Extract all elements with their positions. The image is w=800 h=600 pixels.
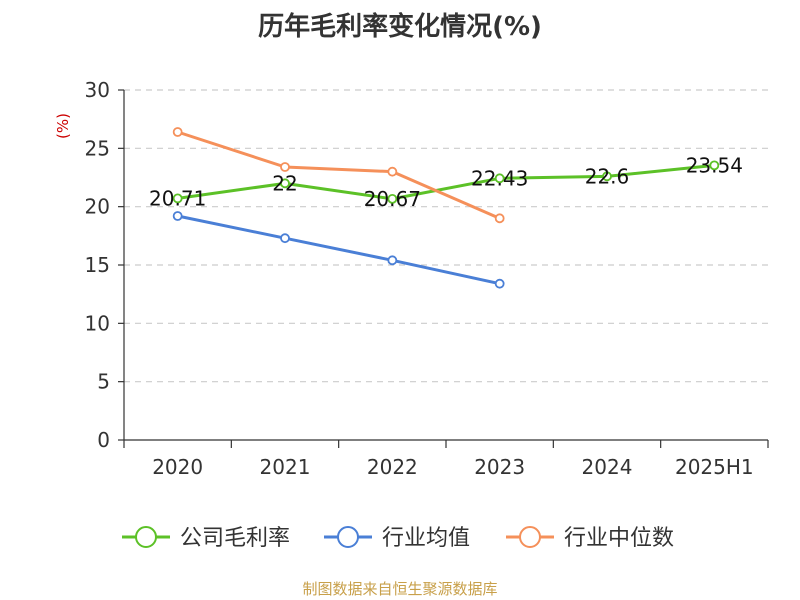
series-1: [172, 211, 505, 289]
data-labels: 20.71 22 20.67 22.43 22.6 23.54: [149, 153, 743, 210]
data-point: [172, 193, 183, 204]
y-tick-label: 0: [97, 428, 110, 452]
x-tick-label-2023: 2023: [474, 455, 525, 479]
data-point: [709, 160, 720, 171]
data-label: 22.43: [471, 166, 528, 190]
data-label: 20.71: [149, 186, 206, 210]
data-label: 22: [272, 171, 297, 195]
series-line-0: [177, 163, 715, 201]
data-point: [494, 278, 505, 289]
data-label: 22.6: [585, 164, 630, 188]
legend-item-0: 公司毛利率: [122, 526, 290, 551]
y-axis-ticks: 0 5 10 15 20 25 30: [85, 78, 124, 452]
chart-title: 历年毛利率变化情况(%): [258, 12, 542, 42]
series-line-1: [177, 214, 500, 286]
data-point: [494, 213, 505, 224]
data-point: [494, 173, 505, 184]
legend-marker: [337, 526, 359, 548]
data-point: [387, 255, 398, 266]
series-0: [172, 160, 720, 204]
y-tick-label: 30: [85, 78, 110, 102]
data-point: [387, 166, 398, 177]
data-point: [280, 162, 290, 172]
legend-marker: [519, 526, 541, 548]
grid-lines: [124, 89, 768, 383]
legend-item-2: 行业中位数: [506, 526, 674, 551]
y-tick-label: 15: [85, 253, 110, 277]
data-point: [280, 178, 290, 189]
y-tick-label: 25: [85, 136, 110, 160]
x-tick-label-2021: 2021: [260, 455, 311, 479]
footer-source: 制图数据来自恒生聚源数据库: [302, 580, 498, 598]
data-point: [280, 233, 290, 244]
data-point: [172, 211, 183, 221]
x-axis-ticks: 2020 2021 2022 2023 2024 2025H1: [123, 440, 769, 479]
data-label: 20.67: [364, 187, 421, 211]
series-layer: [172, 127, 720, 289]
legend: 公司毛利率 行业均值 行业中位数: [122, 526, 674, 551]
data-point: [602, 171, 612, 182]
x-tick-label-2022: 2022: [367, 455, 418, 479]
series-2: [172, 127, 505, 224]
y-tick-label: 20: [85, 195, 110, 219]
legend-marker: [135, 526, 157, 548]
legend-label: 公司毛利率: [180, 526, 290, 551]
data-point: [172, 127, 183, 137]
y-tick-label: 10: [85, 311, 110, 335]
series-line-2: [177, 130, 501, 220]
data-point: [387, 193, 398, 204]
legend-item-1: 行业均值: [324, 526, 470, 551]
y-axis-unit-label: (%): [54, 113, 72, 139]
y-tick-label: 5: [97, 370, 110, 394]
data-label: 23.54: [686, 153, 743, 177]
legend-label: 行业中位数: [564, 526, 674, 551]
legend-label: 行业均值: [382, 526, 470, 551]
x-tick-label-2024: 2024: [582, 455, 633, 479]
x-tick-label-2025H1: 2025H1: [675, 455, 754, 479]
x-tick-label-2020: 2020: [152, 455, 203, 479]
